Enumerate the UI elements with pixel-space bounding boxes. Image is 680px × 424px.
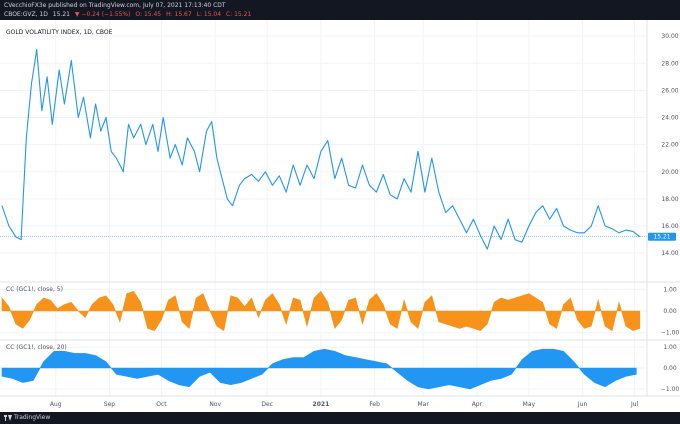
y-tick-label: 0.00 (663, 308, 677, 315)
y-tick-label: 14.00 (661, 250, 678, 257)
cc20-pane[interactable] (1, 348, 637, 390)
x-tick-label: Feb (369, 401, 380, 408)
symbol-label: CBOE:GVZ, 1D (4, 11, 48, 18)
price-change: ▼ −0.24 (−1.55%) (74, 11, 131, 18)
footer-brand: TradingView (14, 414, 51, 421)
publisher-line: CVecchioFX3e published on TradingView.co… (4, 2, 226, 9)
cc20-title: CC (GC1!, close, 20) (6, 344, 67, 351)
last-price-label: 15.21 (653, 234, 670, 241)
last-price: 15.21 (52, 11, 70, 18)
y-tick-label: 24.00 (661, 115, 678, 122)
cc5-area (1, 290, 641, 332)
y-tick-label: −1.00 (661, 386, 680, 393)
y-tick-label: 1.00 (663, 286, 677, 293)
y-tick-label: 26.00 (661, 87, 678, 94)
chart-header: CVecchioFX3e published on TradingView.co… (0, 0, 680, 20)
x-tick-label: Nov (209, 401, 221, 408)
y-tick-label: 20.00 (661, 169, 678, 176)
cc5-pane[interactable] (1, 290, 641, 332)
tradingview-logo-icon (4, 415, 12, 421)
ohlc-close: C: 15.21 (225, 11, 252, 18)
x-tick-label: Aug (50, 401, 62, 408)
cc20-area (1, 348, 637, 390)
y-tick-label: 0.00 (663, 365, 677, 372)
chart-area[interactable]: 15.21 Aug Sep Oct Nov Dec 2021 Feb Mar Apr May Jun… (0, 20, 680, 412)
x-tick-label: Apr (472, 401, 483, 408)
x-tick-label: Oct (156, 401, 167, 408)
price-line (1, 49, 641, 250)
x-tick-label: Dec (261, 401, 273, 408)
ohlc-open: O: 15.45 (135, 11, 162, 18)
last-price-badge (648, 232, 676, 241)
y-tick-label: 28.00 (661, 60, 678, 67)
y-tick-label: 18.00 (661, 196, 678, 203)
x-tick-label: May (523, 401, 536, 408)
x-tick-label: Jun (577, 401, 588, 408)
y-tick-label: 30.00 (661, 33, 678, 40)
cc5-title: CC (GC1!, close, 5) (6, 286, 63, 293)
y-tick-label: 1.00 (663, 344, 677, 351)
y-tick-label: 16.00 (661, 223, 678, 230)
ohlc-low: L: 15.04 (196, 11, 222, 18)
axes: Aug Sep Oct Nov Dec 2021 Feb Mar Apr May Jun Jul 14.… (0, 20, 680, 408)
symbol-line: CBOE:GVZ, 1D 15.21 ▼ −0.24 (−1.55%) O: 1… (4, 11, 251, 19)
footer: TradingView (0, 412, 680, 424)
ohlc-high: H: 15.67 (166, 11, 192, 18)
x-tick-label: 2021 (313, 401, 330, 408)
price-pane[interactable]: 15.21 (0, 49, 676, 250)
y-tick-label: −1.00 (661, 330, 680, 337)
chart-title: GOLD VOLATILITY INDEX, 1D, CBOE (6, 29, 113, 36)
y-tick-label: 22.00 (661, 142, 678, 149)
x-tick-label: Jul (630, 401, 639, 408)
x-tick-label: Sep (104, 401, 116, 408)
x-tick-label: Mar (417, 401, 429, 408)
